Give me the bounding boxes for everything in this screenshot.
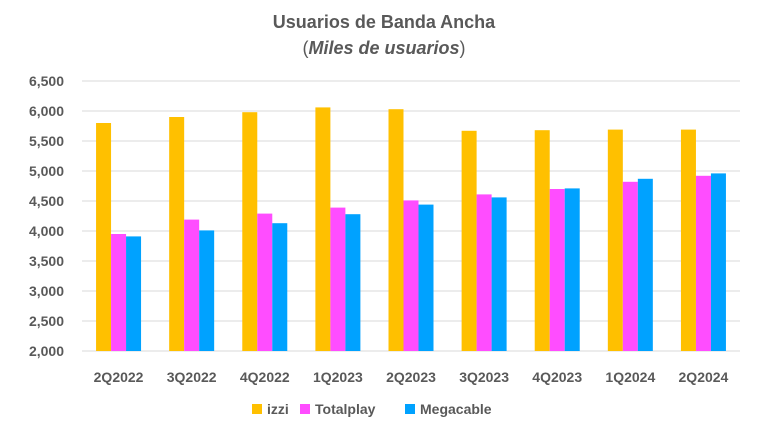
x-tick-label: 2Q2023	[386, 369, 436, 385]
bar-izzi-2q2024	[680, 129, 696, 351]
legend-swatch-totalplay	[300, 404, 310, 414]
chart-subtitle: (Miles de usuarios)	[302, 38, 465, 58]
bar-megacable-1q2024	[637, 178, 653, 351]
bar-izzi-3q2023	[461, 130, 477, 351]
x-tick-label: 2Q2024	[679, 369, 729, 385]
legend-label-megacable: Megacable	[420, 401, 492, 417]
x-tick-label: 2Q2022	[94, 369, 144, 385]
bar-totalplay-4q2023	[549, 189, 565, 351]
bar-totalplay-3q2022	[184, 219, 200, 351]
subtitle-open-paren: (	[302, 38, 308, 58]
x-axis-ticks: 2Q2022 3Q2022 4Q2022 1Q2023 2Q2023 3Q2023 4Q20…	[94, 369, 729, 385]
legend-label-totalplay: Totalplay	[315, 401, 376, 417]
bar-megacable-2q2024	[710, 173, 726, 351]
bar-megacable-4q2022	[272, 223, 288, 351]
bar-totalplay-4q2022	[257, 213, 273, 351]
x-tick-label: 4Q2023	[532, 369, 582, 385]
bar-izzi-4q2023	[534, 130, 550, 351]
legend-swatch-megacable	[405, 404, 415, 414]
y-tick-label: 3,000	[29, 283, 64, 299]
bar-totalplay-1q2024	[622, 181, 638, 351]
bar-megacable-4q2023	[564, 188, 580, 351]
y-tick-label: 6,500	[29, 73, 64, 89]
y-tick-label: 6,000	[29, 103, 64, 119]
y-tick-label: 2,000	[29, 343, 64, 359]
x-tick-label: 3Q2022	[167, 369, 217, 385]
bar-izzi-1q2023	[315, 107, 331, 352]
legend-swatch-izzi	[252, 404, 262, 414]
bar-izzi-2q2023	[388, 109, 404, 351]
bar-izzi-2q2022	[96, 123, 112, 351]
y-tick-label: 4,000	[29, 223, 64, 239]
bar-totalplay-2q2022	[111, 234, 127, 351]
y-tick-label: 5,500	[29, 133, 64, 149]
legend-label-izzi: izzi	[267, 401, 289, 417]
x-tick-label: 1Q2024	[605, 369, 655, 385]
bar-megacable-3q2022	[199, 230, 215, 351]
bar-totalplay-3q2023	[476, 194, 492, 351]
subtitle-close-paren: )	[460, 38, 466, 58]
bar-izzi-4q2022	[242, 112, 258, 351]
x-tick-label: 1Q2023	[313, 369, 363, 385]
bar-megacable-2q2022	[126, 236, 142, 351]
subtitle-units: Miles de usuarios	[308, 38, 459, 58]
legend: izzi Totalplay Megacable	[252, 401, 492, 417]
x-tick-label: 4Q2022	[240, 369, 290, 385]
bar-megacable-1q2023	[345, 214, 361, 351]
y-axis-ticks: 2,000 2,500 3,000 3,500 4,000 4,500 5,000 5,500…	[29, 73, 64, 359]
y-tick-label: 3,500	[29, 253, 64, 269]
chart-title: Usuarios de Banda Ancha	[273, 12, 496, 32]
bar-megacable-3q2023	[491, 197, 507, 351]
y-tick-label: 5,000	[29, 163, 64, 179]
bar-totalplay-2q2024	[695, 175, 711, 351]
bars	[96, 107, 726, 352]
bar-izzi-3q2022	[169, 117, 185, 351]
y-tick-label: 2,500	[29, 313, 64, 329]
y-tick-label: 4,500	[29, 193, 64, 209]
bar-totalplay-1q2023	[330, 207, 346, 351]
bar-izzi-1q2024	[607, 129, 623, 351]
bar-totalplay-2q2023	[403, 200, 419, 351]
x-tick-label: 3Q2023	[459, 369, 509, 385]
bar-megacable-2q2023	[418, 204, 434, 351]
